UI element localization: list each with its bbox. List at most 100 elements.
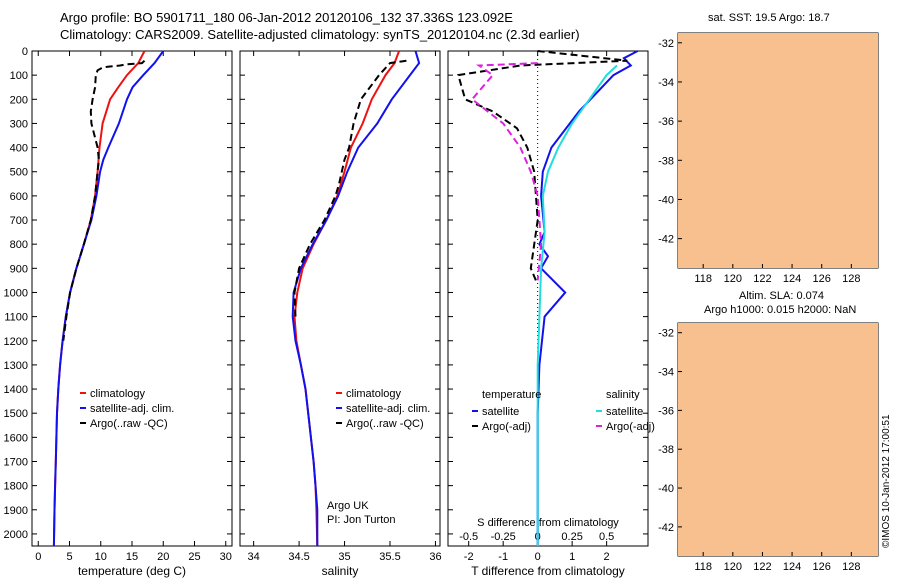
sst_map-lat-label: -42 <box>658 234 674 246</box>
temperature-xtick-label: 25 <box>188 551 200 563</box>
salinity-xtick-label: 35.5 <box>379 551 400 563</box>
temperature-legend-label: satellite-adj. clim. <box>90 403 174 415</box>
salinity-xtick-label: 36 <box>429 551 441 563</box>
depth-tick-label: 1400 <box>4 384 28 396</box>
diff-legend-label: Argo(-adj) <box>606 421 655 433</box>
header-line-2: Climatology: CARS2009. Satellite-adjuste… <box>60 27 580 42</box>
sst_map-lat-label: -34 <box>658 77 674 89</box>
sst_map-lon-label: 126 <box>813 273 831 285</box>
depth-tick-label: 900 <box>10 263 28 275</box>
salinity-diff-tick-label: 0.25 <box>561 531 582 543</box>
differences-xtick-label: 0 <box>535 551 541 563</box>
depth-tick-label: 400 <box>10 143 28 155</box>
sla_map-land <box>678 323 878 556</box>
differences-xtick-label: 1 <box>569 551 575 563</box>
temperature-xtick-label: 20 <box>157 551 169 563</box>
sst-map-title: sat. SST: 19.5 Argo: 18.7 <box>708 12 830 24</box>
pi-label: PI: Jon Turton <box>327 514 396 526</box>
depth-tick-label: 1600 <box>4 432 28 444</box>
salinity-legend-label: satellite-adj. clim. <box>346 403 430 415</box>
salinity-diff-tick-label: -0.25 <box>491 531 516 543</box>
sst_map-lon-label: 128 <box>842 273 860 285</box>
depth-tick-label: 1900 <box>4 505 28 517</box>
temperature-series-argo-raw-qc- <box>62 59 146 341</box>
temperature-xtick-label: 15 <box>126 551 138 563</box>
depth-tick-label: 500 <box>10 167 28 179</box>
sla-map-title-2: Argo h1000: 0.015 h2000: NaN <box>704 304 857 316</box>
temperature-xtick-label: 0 <box>35 551 41 563</box>
temperature-xtick-label: 5 <box>66 551 72 563</box>
depth-tick-label: 2000 <box>4 529 28 541</box>
sst_map-lat-label: -40 <box>658 194 674 206</box>
temperature-xtick-label: 30 <box>220 551 232 563</box>
sla_map-lat-label: -32 <box>658 328 674 340</box>
diff-legend-label: satellite <box>606 406 643 418</box>
sst_map-lat-label: -36 <box>658 116 674 128</box>
depth-tick-label: 200 <box>10 94 28 106</box>
depth-tick-label: 800 <box>10 239 28 251</box>
sla_map-lat-label: -38 <box>658 444 674 456</box>
sla_map-lon-label: 126 <box>813 561 831 573</box>
sla_map-lon-label: 120 <box>724 561 742 573</box>
sst_map-lon-label: 118 <box>694 273 712 285</box>
depth-tick-label: 1300 <box>4 360 28 372</box>
depth-tick-label: 1800 <box>4 481 28 493</box>
depth-tick-label: 1200 <box>4 336 28 348</box>
differences-series-argo-adj- <box>470 62 543 281</box>
differences-axes-box <box>447 50 649 547</box>
depth-tick-label: 1000 <box>4 287 28 299</box>
depth-tick-label: 600 <box>10 191 28 203</box>
salinity-xtick-label: 34.5 <box>288 551 309 563</box>
differences-axis-label: T difference from climatology <box>471 564 625 578</box>
legend-temperature-title: temperature <box>482 389 541 401</box>
depth-tick-label: 0 <box>22 46 28 58</box>
credit-text: ©IMOS 10-Jan-2012 17:00:51 <box>881 414 892 548</box>
header-line-1: Argo profile: BO 5901711_180 06-Jan-2012… <box>60 10 513 25</box>
depth-tick-label: 1100 <box>4 312 28 324</box>
sst_map-lat-label: -32 <box>658 38 674 50</box>
salinity-legend-label: climatology <box>346 388 402 400</box>
salinity-axis-label: salinity <box>322 564 359 578</box>
sst_map-lon-label: 120 <box>724 273 742 285</box>
diff-legend-label: satellite <box>482 406 519 418</box>
sla_map-lon-label: 122 <box>753 561 771 573</box>
sst_map-lon-label: 122 <box>753 273 771 285</box>
temperature-series-satellite-adj-clim- <box>52 50 165 547</box>
differences-series-argo-adj- <box>457 50 628 281</box>
sla-map-title: Altim. SLA: 0.074 <box>739 290 824 302</box>
salinity-xtick-label: 35 <box>338 551 350 563</box>
legend-salinity-title: salinity <box>606 389 640 401</box>
temperature-legend-label: Argo(..raw -QC) <box>90 418 168 430</box>
depth-tick-label: 300 <box>10 118 28 130</box>
salinity-diff-tick-label: -0.5 <box>459 531 478 543</box>
differences-xtick-label: 2 <box>604 551 610 563</box>
sla_map-lat-label: -40 <box>658 483 674 495</box>
sla_map-lon-label: 128 <box>842 561 860 573</box>
salinity-diff-axis-label: S difference from climatology <box>477 517 619 529</box>
sst_map-land <box>678 33 878 268</box>
diff-legend-label: Argo(-adj) <box>482 421 531 433</box>
differences-series-satellite <box>536 64 618 546</box>
salinity-axes-box <box>239 50 441 547</box>
differences-xtick-label: -2 <box>464 551 474 563</box>
salinity-series-argo-raw-qc- <box>293 59 407 317</box>
temperature-axis-label: temperature (deg C) <box>78 564 186 578</box>
salinity-legend-label: Argo(..raw -QC) <box>346 418 424 430</box>
argo-uk-label: Argo UK <box>327 500 369 512</box>
sla_map-lon-label: 124 <box>783 561 801 573</box>
sst_map-lat-label: -38 <box>658 155 674 167</box>
salinity-xtick-label: 34 <box>248 551 260 563</box>
depth-tick-label: 700 <box>10 215 28 227</box>
sla_map-lat-label: -36 <box>658 405 674 417</box>
sla_map-lat-label: -34 <box>658 367 674 379</box>
temperature-axes-box <box>31 50 233 547</box>
depth-tick-label: 1500 <box>4 408 28 420</box>
salinity-diff-tick-label: 0.5 <box>599 531 614 543</box>
depth-tick-label: 100 <box>10 70 28 82</box>
sst_map-lon-label: 124 <box>783 273 801 285</box>
temperature-legend-label: climatology <box>90 388 146 400</box>
differences-xtick-label: -1 <box>498 551 508 563</box>
temperature-xtick-label: 10 <box>95 551 107 563</box>
sla_map-lon-label: 118 <box>694 561 712 573</box>
